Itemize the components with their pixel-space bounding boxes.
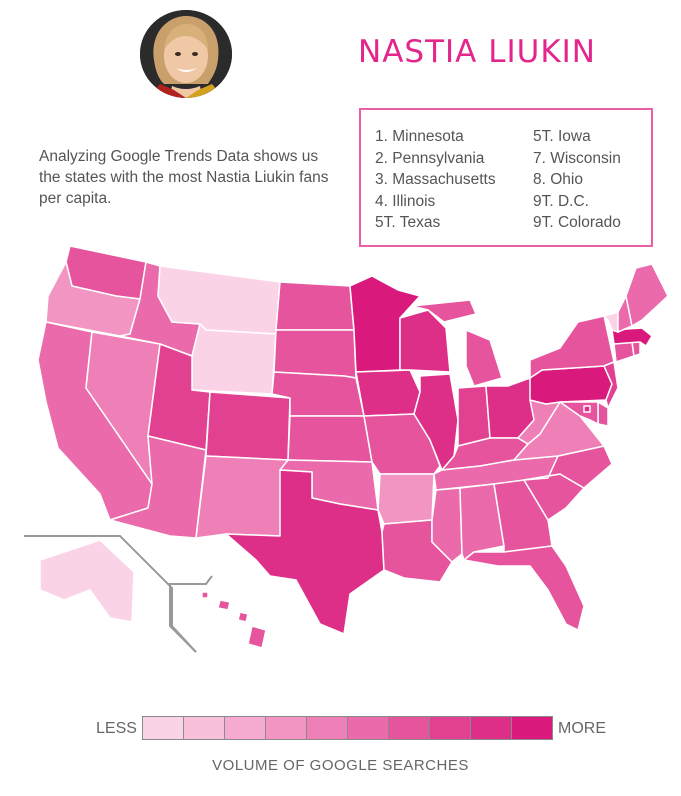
state-ks (287, 415, 373, 463)
ranking-item: 9T. D.C. (533, 192, 589, 210)
ranking-item: 5T. Iowa (533, 128, 591, 145)
state-ak (39, 539, 135, 623)
profile-photo (140, 10, 232, 98)
ranking-item: 2. Pennsylvania (375, 149, 485, 167)
state-mi (411, 299, 503, 387)
legend-caption: VOLUME OF GOOGLE SEARCHES (212, 757, 469, 774)
state-wy (191, 323, 277, 395)
ranking-item: 3. Massachusetts (375, 171, 496, 188)
state-nm (195, 455, 289, 539)
state-ri (631, 341, 641, 357)
ranking-column-2: 5T. Iowa 7. Wisconsin 8. Ohio 9T. D.C. 9… (533, 126, 621, 234)
state-nd (275, 281, 355, 331)
state-ma (611, 327, 653, 347)
legend-swatch (183, 716, 225, 740)
legend-swatch (347, 716, 389, 740)
state-in (457, 385, 491, 447)
ranking-item: 7. Wisconsin (533, 149, 621, 167)
legend-color-scale (142, 716, 553, 740)
ranking-item: 8. Ohio (533, 171, 583, 188)
state-de (597, 401, 609, 427)
legend-swatch (388, 716, 430, 740)
ranking-box: 1. Minnesota 2. Pennsylvania 3. Massachu… (359, 108, 653, 247)
state-sd (273, 329, 357, 379)
ranking-column-1: 1. Minnesota 2. Pennsylvania 3. Massachu… (375, 126, 496, 234)
state-ct (613, 341, 635, 363)
state-ar (377, 473, 435, 525)
state-ia (355, 369, 421, 417)
us-choropleth-map (24, 245, 669, 653)
state-dc (583, 405, 591, 413)
legend-swatch (470, 716, 512, 740)
legend-more-label: MORE (558, 720, 606, 737)
ranking-item: 5T. Texas (375, 214, 441, 231)
state-vt (603, 311, 619, 333)
page-title: NASTIA LIUKIN (358, 34, 596, 70)
state-hi (201, 591, 267, 649)
legend: LESS MORE (0, 716, 681, 744)
legend-swatch (306, 716, 348, 740)
legend-swatch (224, 716, 266, 740)
legend-swatch (265, 716, 307, 740)
legend-less-label: LESS (96, 720, 137, 737)
state-fl (463, 545, 585, 631)
state-pa (529, 365, 613, 405)
legend-swatch (511, 716, 553, 740)
legend-swatch (429, 716, 471, 740)
state-tx (225, 469, 385, 635)
state-co (205, 391, 291, 461)
ranking-item: 9T. Colorado (533, 214, 621, 231)
ranking-item: 1. Minnesota (375, 128, 464, 145)
ranking-item: 4. Illinois (375, 192, 436, 210)
state-me (625, 263, 669, 327)
description-text: Analyzing Google Trends Data shows us th… (39, 148, 329, 207)
legend-swatch (142, 716, 184, 740)
